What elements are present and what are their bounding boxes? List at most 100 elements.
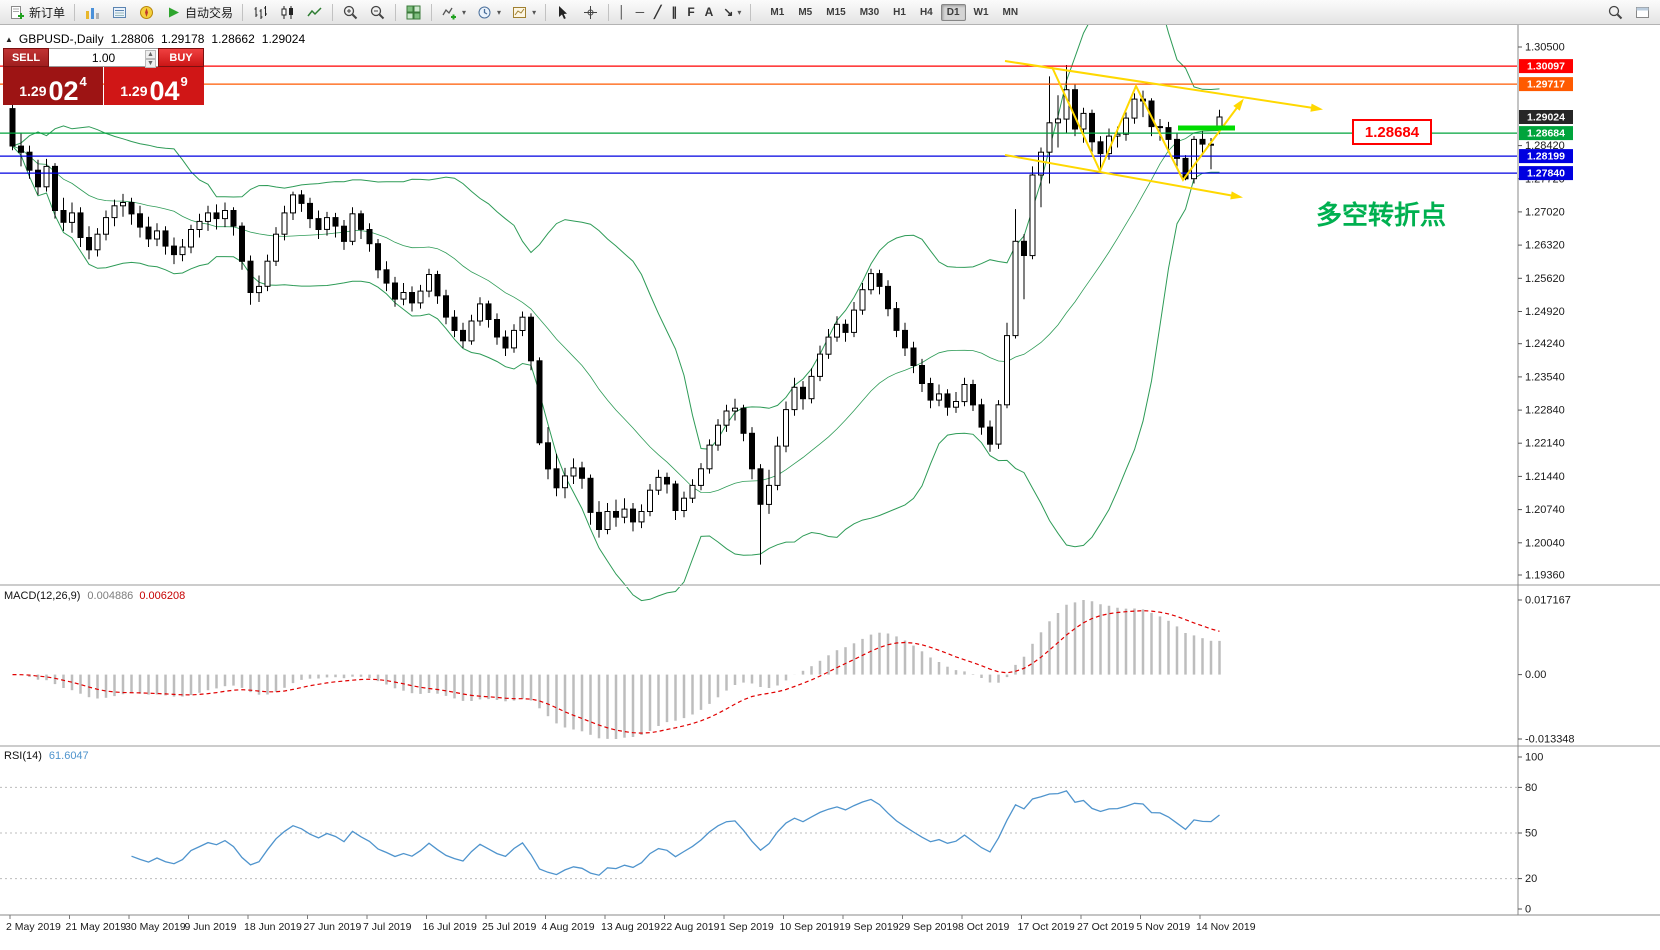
- ohlc-open: 1.28806: [110, 32, 154, 46]
- price-scale-label: 1.23540: [1525, 371, 1565, 383]
- search-button[interactable]: [1602, 3, 1629, 22]
- horizontal-line-tool-button[interactable]: ─: [631, 3, 650, 22]
- timeframe-button-m5[interactable]: M5: [792, 4, 818, 21]
- timeframe-button-h4[interactable]: H4: [914, 4, 939, 21]
- autotrading-button[interactable]: 自动交易: [160, 3, 238, 22]
- crosshair-tool-button[interactable]: [577, 3, 604, 22]
- chart-canvas[interactable]: 1.305001.284201.277201.270201.263201.256…: [0, 25, 1660, 950]
- timeframe-button-mn[interactable]: MN: [997, 4, 1025, 21]
- zoom-in-button[interactable]: [337, 3, 364, 22]
- channel-tool-button[interactable]: ∥: [666, 3, 682, 22]
- buy-button[interactable]: BUY: [158, 48, 204, 67]
- date-label: 1 Sep 2019: [720, 921, 774, 933]
- search-icon: [1607, 4, 1624, 21]
- toolbar-separator: [545, 3, 547, 21]
- line-chart-icon: [306, 4, 323, 21]
- svg-text:1.28684: 1.28684: [1527, 128, 1565, 140]
- data-window-button[interactable]: [106, 3, 133, 22]
- line-chart-mode-button[interactable]: [301, 3, 328, 22]
- date-label: 18 Jun 2019: [244, 921, 302, 933]
- navigator-icon: [138, 4, 155, 21]
- cursor-icon: [555, 4, 572, 21]
- rsi-scale-label: 80: [1525, 782, 1537, 794]
- periods-clock-icon: [476, 4, 493, 21]
- horizontal-line-icon: ─: [635, 5, 645, 19]
- sell-button[interactable]: SELL: [3, 48, 49, 67]
- toolbar-separator: [332, 3, 334, 21]
- zoom-out-button[interactable]: [364, 3, 391, 22]
- date-label: 5 Nov 2019: [1137, 921, 1191, 933]
- ohlc-close: 1.29024: [261, 32, 306, 46]
- date-label: 13 Aug 2019: [601, 921, 660, 933]
- chart-workspace: 1.305001.284201.277201.270201.263201.256…: [0, 25, 1660, 950]
- navigator-button[interactable]: [133, 3, 160, 22]
- rsi-scale-label: 20: [1525, 873, 1537, 885]
- text-tool-icon: A: [704, 5, 714, 19]
- timeframe-button-d1[interactable]: D1: [940, 3, 966, 21]
- date-label: 27 Jun 2019: [304, 921, 362, 933]
- buy-price-box[interactable]: 1.29 04 9: [104, 67, 204, 105]
- date-label: 9 Jun 2019: [185, 921, 237, 933]
- templates-button[interactable]: ▾: [506, 3, 541, 22]
- new-order-button[interactable]: 新订单: [4, 3, 70, 22]
- buy-price-big: 04: [149, 76, 180, 106]
- toolbar-separator: [608, 3, 610, 21]
- price-scale-label: 1.26320: [1525, 240, 1565, 252]
- timeframe-button-m15[interactable]: M15: [820, 4, 851, 21]
- fibonacci-tool-button[interactable]: F: [682, 3, 699, 22]
- svg-text:1.29717: 1.29717: [1527, 79, 1565, 91]
- timeframe-button-m1[interactable]: M1: [764, 4, 790, 21]
- arrow-tool-icon: ↘: [723, 5, 734, 19]
- lot-size-input[interactable]: 1.00 ▲ ▼: [49, 48, 158, 68]
- turning-point-note[interactable]: 多空转折点: [1316, 201, 1447, 231]
- one-click-trading-panel: SELL 1.00 ▲ ▼ BUY 1.29 02 4 1.29 04 9: [3, 48, 204, 105]
- rsi-value: 61.6047: [48, 750, 89, 762]
- new-window-icon: [1634, 4, 1651, 21]
- date-label: 17 Oct 2019: [1018, 921, 1075, 933]
- vertical-line-tool-button[interactable]: │: [613, 3, 631, 22]
- arrows-tool-button[interactable]: ↘ ▾: [718, 3, 746, 22]
- ohlc-low: 1.28662: [211, 32, 255, 46]
- lower-channel-trendline[interactable]: [1004, 154, 1243, 200]
- text-tool-button[interactable]: A: [700, 3, 719, 22]
- price-scale-label: 1.24240: [1525, 338, 1565, 350]
- bar-chart-mode-button[interactable]: [247, 3, 274, 22]
- periods-button[interactable]: ▾: [471, 3, 506, 22]
- lot-spinner[interactable]: ▲ ▼: [145, 50, 156, 68]
- price-tag-box[interactable]: 1.28684: [1352, 119, 1432, 145]
- tile-windows-button[interactable]: [400, 3, 427, 22]
- timeframe-button-m30[interactable]: M30: [854, 4, 885, 21]
- timeframe-button-w1[interactable]: W1: [968, 4, 995, 21]
- date-label: 27 Oct 2019: [1077, 921, 1134, 933]
- dropdown-caret-icon: ▾: [737, 7, 742, 17]
- dropdown-caret-icon: ▾: [462, 7, 467, 17]
- price-chip-1.28684: 1.28684: [1519, 126, 1573, 141]
- market-watch-icon: [84, 4, 101, 21]
- date-label: 16 Jul 2019: [423, 921, 477, 933]
- timeframe-button-h1[interactable]: H1: [887, 4, 912, 21]
- upper-channel-trendline[interactable]: [1004, 60, 1323, 112]
- macd-name: MACD(12,26,9): [4, 590, 81, 602]
- indicators-button[interactable]: ▾: [436, 3, 471, 22]
- spinner-down-icon[interactable]: ▼: [145, 59, 156, 68]
- trendline-tool-button[interactable]: ╱: [649, 3, 666, 22]
- macd-signal-line: [12, 610, 1220, 734]
- cursor-tool-button[interactable]: [550, 3, 577, 22]
- timeframe-toolbar: M1 M5 M15 M30 H1 H4 D1 W1 MN: [763, 3, 1025, 21]
- main-toolbar: 新订单 自动交易: [0, 0, 1660, 25]
- market-watch-button[interactable]: [79, 3, 106, 22]
- date-label: 30 May 2019: [125, 921, 186, 933]
- sell-price-box[interactable]: 1.29 02 4: [3, 67, 103, 105]
- candlestick-mode-button[interactable]: [274, 3, 301, 22]
- sell-price-prefix: 1.29: [19, 83, 47, 99]
- one-click-collapse-icon[interactable]: ▲: [5, 34, 13, 44]
- new-window-button[interactable]: [1629, 3, 1656, 22]
- price-scale-label: 1.25620: [1525, 273, 1565, 285]
- date-label: 10 Sep 2019: [780, 921, 840, 933]
- crosshair-icon: [582, 4, 599, 21]
- symbol-period-label: GBPUSD-,Daily: [18, 32, 104, 46]
- tile-windows-icon: [405, 4, 422, 21]
- bar-chart-icon: [252, 4, 269, 21]
- spinner-up-icon[interactable]: ▲: [145, 50, 156, 59]
- wave-zigzag-arrow[interactable]: [1051, 66, 1244, 182]
